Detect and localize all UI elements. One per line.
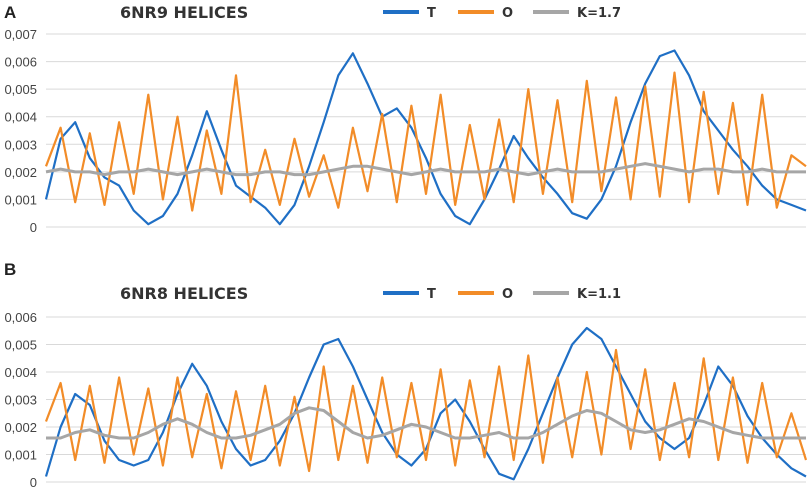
legend-entry: T <box>383 287 436 302</box>
y-tick-label: 0,006 <box>4 55 37 70</box>
y-tick-label: 0 <box>30 475 37 489</box>
y-tick-label: 0,001 <box>4 448 37 463</box>
y-tick-label: 0,004 <box>4 365 37 380</box>
panel-letter: B <box>4 260 16 279</box>
legend-label: T <box>427 6 436 21</box>
legend-label: K=1.7 <box>577 6 621 21</box>
series-line-k11 <box>46 406 806 440</box>
chart-title: 6NR8 HELICES <box>120 284 248 303</box>
legend-entry: T <box>383 6 436 21</box>
y-tick-label: 0,006 <box>4 310 37 325</box>
y-tick-label: 0,003 <box>4 137 37 152</box>
y-tick-label: 0,002 <box>4 165 37 180</box>
legend-label: O <box>502 6 513 21</box>
y-tick-label: 0,004 <box>4 110 37 125</box>
series-line-k17 <box>45 162 806 177</box>
y-tick-label: 0,003 <box>4 393 37 408</box>
y-tick-label: 0,005 <box>4 82 37 97</box>
y-tick-label: 0,005 <box>4 338 37 353</box>
y-tick-label: 0,007 <box>4 27 37 42</box>
legend-label: T <box>427 287 436 302</box>
legend-entry: O <box>458 287 513 302</box>
chart-panel-a: A 6NR9 HELICES 0 0,001 0,002 0,003 0,004 0,005 0… <box>4 3 807 235</box>
legend-label: O <box>502 287 513 302</box>
chart-title: 6NR9 HELICES <box>120 3 248 22</box>
y-tick-label: 0,001 <box>4 192 37 207</box>
chart-panel-b: B 6NR8 HELICES 0 0,001 0,002 0,003 0,004 0,005 0… <box>4 260 808 489</box>
series-line-o <box>44 348 808 473</box>
legend-entry: K=1.1 <box>533 287 621 302</box>
y-tick-label: 0 <box>30 220 37 235</box>
series-line-o <box>44 71 807 212</box>
series-line-t <box>44 49 807 226</box>
legend-entry: O <box>458 6 513 21</box>
y-tick-label: 0,002 <box>4 420 37 435</box>
panel-letter: A <box>4 3 16 22</box>
legend-entry: K=1.7 <box>533 6 621 21</box>
legend-label: K=1.1 <box>577 287 621 302</box>
